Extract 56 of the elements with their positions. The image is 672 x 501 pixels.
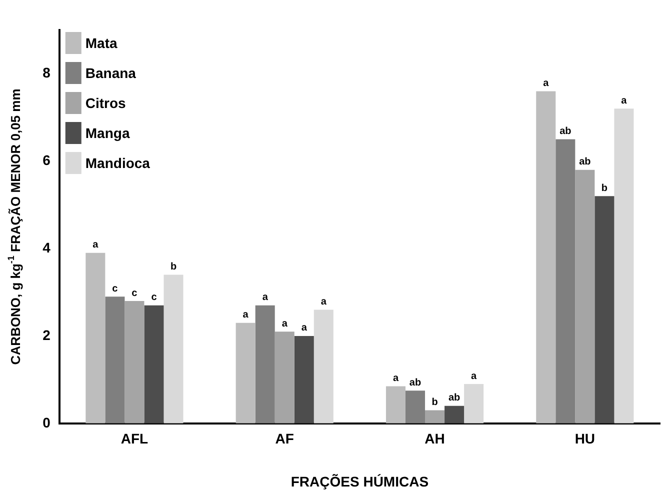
y-tick-label: 2: [42, 326, 51, 343]
bar: [164, 274, 184, 424]
bar: [255, 305, 275, 424]
data-label: b: [170, 262, 177, 273]
data-label: c: [151, 292, 158, 304]
bar: [314, 310, 334, 424]
bar: [556, 139, 576, 424]
data-label: a: [282, 318, 288, 330]
legend-label: Citros: [85, 94, 126, 111]
x-tick-label: AF: [275, 430, 294, 447]
data-label: c: [132, 288, 138, 299]
data-label: c: [112, 283, 118, 294]
y-tick-label: 8: [42, 64, 51, 81]
legend-label: Mandioca: [85, 154, 150, 171]
bar: [614, 108, 634, 424]
bar: [444, 406, 464, 424]
bar: [464, 384, 484, 424]
y-tick-label: 4: [42, 239, 51, 256]
data-label: a: [92, 240, 99, 251]
bar: [575, 170, 595, 424]
bar: [144, 305, 164, 424]
bar: [425, 410, 445, 424]
x-tick-label: AFL: [120, 430, 149, 447]
data-label: a: [242, 310, 249, 321]
data-label: ab: [448, 392, 460, 404]
y-tick-label: 0: [42, 414, 51, 430]
bar: [86, 252, 106, 424]
data-label: ab: [560, 126, 572, 138]
bar: [536, 91, 556, 424]
legend-label: Banana: [85, 64, 136, 81]
bar: [594, 196, 614, 424]
legend-label: Manga: [85, 124, 130, 141]
data-label: a: [471, 370, 478, 382]
x-axis-title: FRAÇÕES HÚMICAS: [290, 473, 429, 490]
bar: [105, 296, 125, 424]
bar: [405, 390, 426, 424]
bar: [274, 332, 294, 424]
legend-label: Mata: [85, 34, 118, 51]
x-tick-label: AH: [424, 430, 445, 447]
bar: [124, 301, 144, 424]
y-tick-label: 6: [42, 152, 51, 168]
bar: [236, 322, 256, 424]
data-label: a: [320, 296, 327, 308]
data-label: b: [601, 182, 608, 194]
y-axis-title: CARBONO, g kg-1 FRAÇÃO MENOR 0,05 mm: [6, 88, 23, 365]
data-label: a: [543, 78, 550, 89]
data-label: a: [392, 372, 399, 384]
data-label: ab: [409, 377, 422, 388]
data-label: a: [621, 95, 628, 106]
bar: [294, 336, 314, 424]
data-label: a: [262, 292, 268, 304]
data-label: ab: [579, 156, 591, 168]
x-tick-label: HU: [574, 430, 596, 447]
bar: [386, 386, 406, 424]
data-label: a: [301, 322, 308, 334]
data-label: b: [432, 397, 438, 408]
